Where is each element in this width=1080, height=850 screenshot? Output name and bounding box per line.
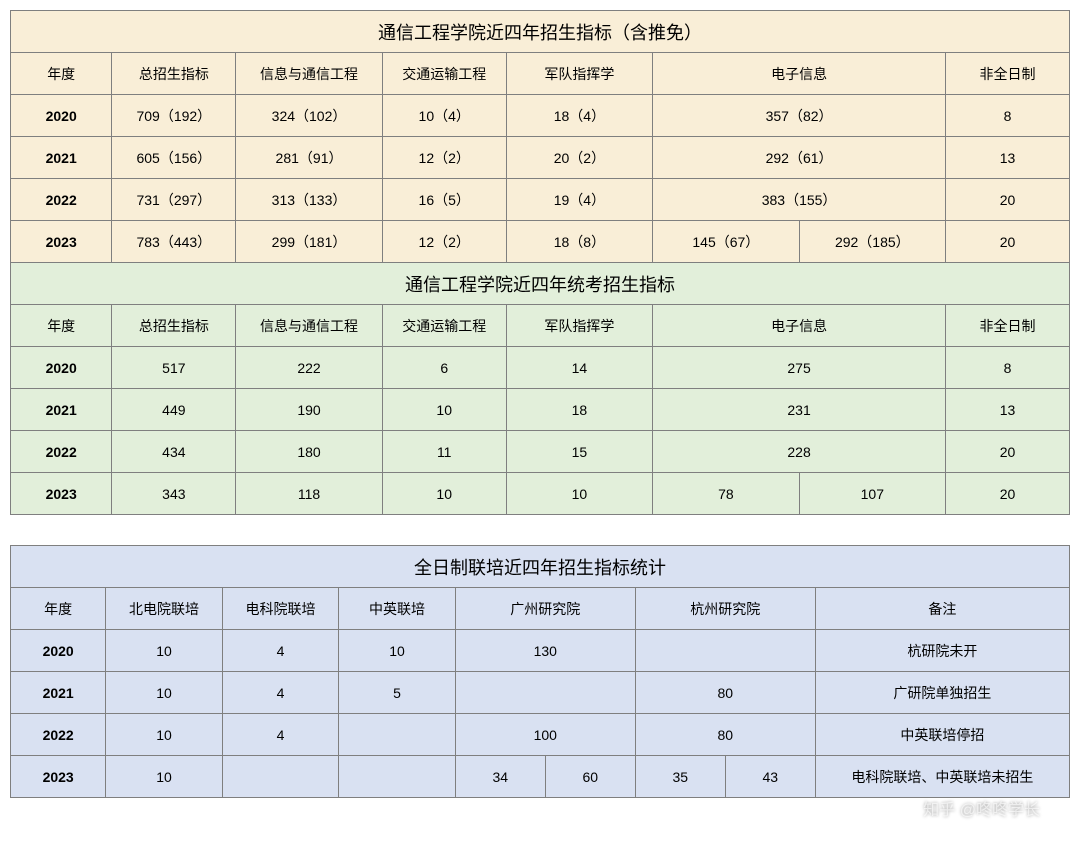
watermark: 知乎 @咚咚学长	[923, 796, 1040, 820]
table-row: 2023 783（443） 299（181） 12（2） 18（8） 145（6…	[11, 221, 1070, 263]
table1-title: 通信工程学院近四年招生指标（含推免）	[11, 11, 1070, 53]
col-ice: 信息与通信工程	[236, 53, 382, 95]
col-total: 总招生指标	[112, 53, 236, 95]
table-row: 2020 517 222 6 14 275 8	[11, 347, 1070, 389]
table3-title: 全日制联培近四年招生指标统计	[11, 546, 1070, 588]
admissions-table-with-exemption: 通信工程学院近四年招生指标（含推免） 年度 总招生指标 信息与通信工程 交通运输…	[10, 10, 1070, 515]
col-transport: 交通运输工程	[382, 53, 506, 95]
table-row: 2022 434 180 11 15 228 20	[11, 431, 1070, 473]
col-einfo: 电子信息	[653, 53, 946, 95]
col-parttime: 非全日制	[946, 53, 1070, 95]
table-row: 2022 731（297） 313（133） 16（5） 19（4） 383（1…	[11, 179, 1070, 221]
table-row: 2023 10 34 60 35 43 电科院联培、中英联培未招生	[11, 756, 1070, 798]
col-year: 年度	[11, 53, 112, 95]
col-military: 军队指挥学	[506, 53, 652, 95]
table-row: 2021 449 190 10 18 231 13	[11, 389, 1070, 431]
table2-title: 通信工程学院近四年统考招生指标	[11, 263, 1070, 305]
table-row: 2020 10 4 10 130 杭研院未开	[11, 630, 1070, 672]
joint-training-table: 全日制联培近四年招生指标统计 年度 北电院联培 电科院联培 中英联培 广州研究院…	[10, 545, 1070, 798]
table-row: 2021 605（156） 281（91） 12（2） 20（2） 292（61…	[11, 137, 1070, 179]
table-row: 2020 709（192） 324（102） 10（4） 18（4） 357（8…	[11, 95, 1070, 137]
table-row: 2023 343 118 10 10 78 107 20	[11, 473, 1070, 515]
table-row: 2022 10 4 100 80 中英联培停招	[11, 714, 1070, 756]
table-row: 2021 10 4 5 80 广研院单独招生	[11, 672, 1070, 714]
